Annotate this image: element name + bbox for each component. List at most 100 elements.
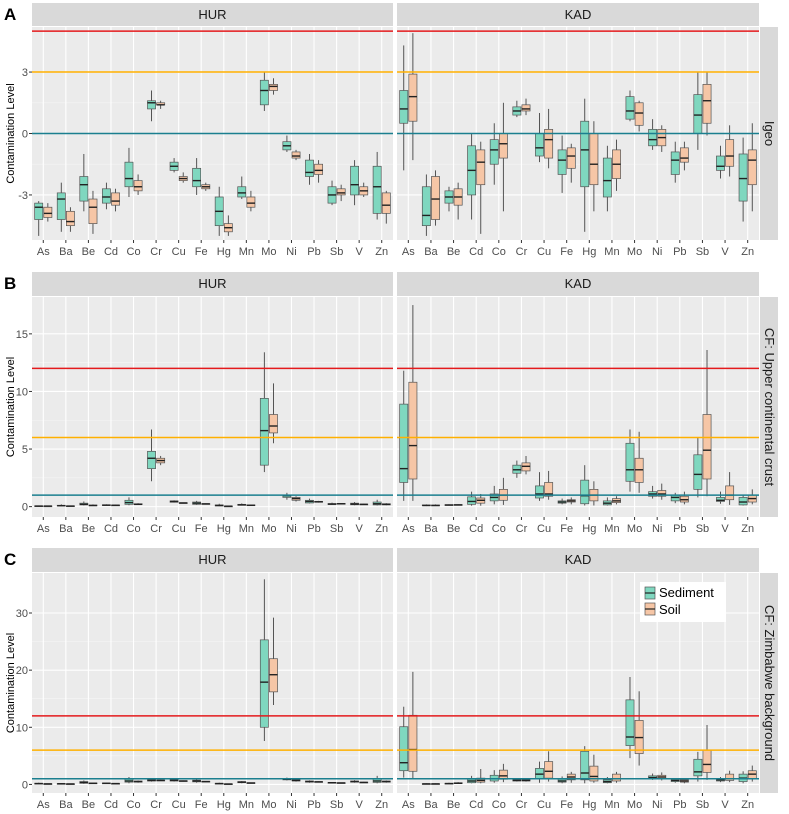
sediment-box [580, 750, 590, 781]
y-tick-label: 5 [22, 444, 28, 456]
x-tick-label: Hg [217, 523, 231, 535]
x-tick-label: Mo [627, 246, 642, 258]
soil-box [589, 133, 599, 186]
x-tick-label: Co [492, 523, 506, 535]
sediment-box [716, 155, 725, 171]
sediment-box [535, 133, 544, 157]
x-tick-label: Be [82, 246, 95, 258]
x-tick-label: Be [447, 246, 460, 258]
y-tick-label: 10 [16, 386, 28, 398]
x-tick-label: Mo [261, 799, 276, 811]
x-tick-label: Hg [582, 523, 596, 535]
sediment-box [625, 442, 635, 482]
site-hur: HUR As Ba Be Cd Co Cr Cu Fe Hg Mn Mo Ni Pb Sb V Zn [32, 272, 393, 535]
sediment-box [602, 157, 612, 198]
sediment-box [716, 497, 725, 502]
site-strip [32, 548, 393, 572]
sediment-box [259, 639, 269, 728]
x-tick-label: Co [127, 246, 141, 258]
sediment-box [489, 139, 499, 165]
x-tick-label: Fe [560, 799, 573, 811]
soil-box [88, 198, 98, 224]
soil-box [725, 773, 735, 781]
x-tick-label: V [721, 799, 729, 811]
x-tick-label: Fe [195, 799, 208, 811]
legend: Sediment Soil [640, 582, 726, 622]
x-tick-label: Mn [604, 246, 619, 258]
sediment-box [259, 398, 269, 466]
soil-box [679, 147, 689, 163]
soil-box [381, 192, 391, 214]
x-tick-label: As [37, 523, 50, 535]
y-axis-label: Contamination Level [5, 83, 17, 183]
x-tick-label: Cu [172, 523, 186, 535]
sediment-box [693, 758, 703, 777]
soil-box [269, 414, 278, 434]
y-tick-label: 0 [22, 502, 28, 514]
sediment-box [467, 496, 477, 505]
x-tick-label: Ba [424, 246, 438, 258]
y-tick-label: 0 [22, 129, 28, 141]
facet-label: Igeo [762, 121, 777, 146]
soil-box [314, 163, 324, 175]
facet-strip [760, 573, 778, 793]
panel-a: A Contamination Level-3 0 3 Igeo HUR As Ba Be Cd C… [4, 3, 778, 258]
x-tick-label: Co [127, 799, 141, 811]
x-tick-label: Cd [104, 799, 118, 811]
site-kad: KAD As Ba Be Cd Co Cr Cu Fe Hg Mn Mo Ni Pb Sb V Zn [397, 3, 759, 258]
x-tick-label: V [355, 246, 363, 258]
soil-box [476, 149, 486, 186]
x-tick-label: Fe [195, 246, 208, 258]
site-hur: HUR As Ba Be Cd Co Cr Cu Fe Hg Mn Mo Ni Pb Sb V Zn [32, 3, 393, 258]
x-tick-label: Mo [261, 523, 276, 535]
x-tick-label: Pb [307, 523, 320, 535]
x-tick-label: Be [447, 523, 460, 535]
x-tick-label: Zn [741, 799, 754, 811]
sediment-box [147, 100, 156, 110]
x-tick-label: Sb [696, 246, 709, 258]
sediment-box [34, 202, 44, 220]
sediment-box [101, 188, 111, 204]
site-strip [397, 3, 759, 26]
x-tick-label: Cd [469, 246, 483, 258]
x-tick-label: Hg [217, 799, 231, 811]
x-tick-label: Hg [217, 246, 231, 258]
x-tick-label: Cr [516, 799, 528, 811]
x-tick-label: Mo [261, 246, 276, 258]
x-tick-label: Ni [652, 799, 662, 811]
x-tick-label: Pb [307, 799, 320, 811]
soil-box [111, 192, 120, 206]
y-tick-label: 30 [16, 608, 28, 620]
x-tick-label: Fe [195, 523, 208, 535]
soil-box [544, 129, 554, 159]
x-tick-label: Cr [150, 799, 162, 811]
x-tick-label: Hg [582, 799, 596, 811]
x-tick-label: As [37, 246, 50, 258]
soil-box [431, 176, 440, 220]
sediment-box [738, 153, 748, 202]
sediment-box [648, 129, 658, 147]
x-tick-label: Sb [330, 799, 343, 811]
x-tick-label: Cu [172, 799, 186, 811]
x-tick-label: Cu [537, 799, 551, 811]
panel-b: B Contamination Level 0 5 10 15 CF: Upper cont… [4, 272, 778, 535]
site-strip [397, 548, 759, 572]
sediment-box [670, 151, 680, 175]
x-tick-label: Sb [696, 799, 709, 811]
sediment-box [693, 454, 703, 490]
x-tick-label: Ba [424, 799, 438, 811]
x-tick-label: Cr [150, 246, 162, 258]
x-tick-label: Co [127, 523, 141, 535]
soil-box [408, 73, 418, 122]
x-tick-label: Ba [59, 246, 73, 258]
panel-letter: C [4, 550, 16, 569]
site-kad: KAD As Ba Be Cd Co Cr Cu Fe Hg Mn Mo Ni Pb Sb V Zn [397, 272, 759, 535]
sediment-box [625, 699, 635, 746]
x-tick-label: Ni [652, 523, 662, 535]
x-tick-label: Zn [375, 246, 388, 258]
soil-box [291, 151, 301, 159]
soil-box [612, 773, 621, 782]
x-tick-label: Cr [516, 523, 528, 535]
x-tick-label: Cu [172, 246, 186, 258]
